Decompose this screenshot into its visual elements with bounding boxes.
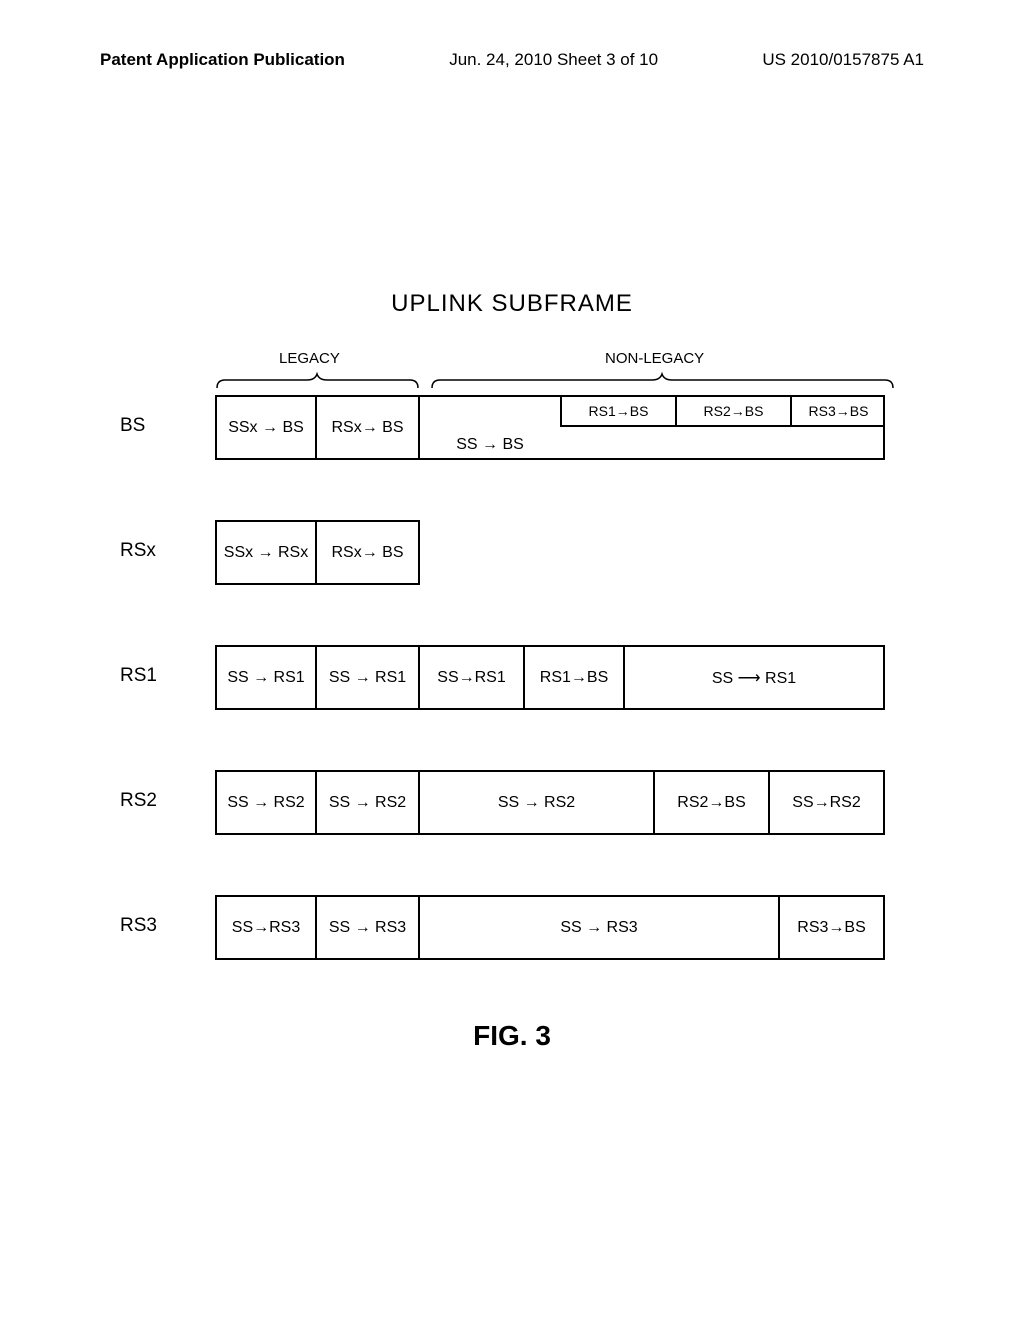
nonlegacy-label: NON-LEGACY (605, 350, 704, 367)
bs-top-row: RS1→BS RS2→BS RS3→BS (560, 397, 885, 427)
header-left: Patent Application Publication (100, 50, 345, 70)
brace-nonlegacy-icon (430, 372, 895, 390)
row-rsx-cells: SSx → RSx RSx→ BS (215, 520, 420, 585)
cell-rs1-4: RS1→BS (525, 645, 625, 710)
cell-bs-bottom: SS → BS (420, 427, 560, 462)
cell-rs3-3: SS → RS3 (420, 895, 780, 960)
cell-bs-nonlegacy: RS1→BS RS2→BS RS3→BS SS → BS (420, 395, 885, 460)
row-bs-cells: SSx → BS RSx→ BS RS1→BS RS2→BS RS3→BS SS… (215, 395, 885, 460)
cell-rs2-5: SS→RS2 (770, 770, 885, 835)
brace-legacy-icon (215, 372, 420, 390)
cell-rs2-2: SS → RS2 (317, 770, 420, 835)
cell-bs-2: RSx→ BS (317, 395, 420, 460)
cell-bs-1: SSx → BS (215, 395, 317, 460)
figure-label: FIG. 3 (0, 1020, 1024, 1052)
row-rs1: RS1 SS → RS1 SS → RS1 SS→RS1 RS1→BS SS ⟶… (120, 645, 900, 710)
cell-rsx-2: RSx→ BS (317, 520, 420, 585)
cell-rs2-3: SS → RS2 (420, 770, 655, 835)
diagram-title: UPLINK SUBFRAME (0, 290, 1024, 318)
cell-rsx-1: SSx → RSx (215, 520, 317, 585)
row-rs3-cells: SS→RS3 SS → RS3 SS → RS3 RS3→BS (215, 895, 885, 960)
row-rs3: RS3 SS→RS3 SS → RS3 SS → RS3 RS3→BS (120, 895, 900, 960)
cell-bs-top2: RS2→BS (675, 397, 790, 427)
cell-rs2-4: RS2→BS (655, 770, 770, 835)
row-bs: BS SSx → BS RSx→ BS RS1→BS RS2→BS RS3→BS… (120, 395, 900, 460)
cell-rs2-1: SS → RS2 (215, 770, 317, 835)
row-rs2-label: RS2 (120, 790, 180, 812)
cell-rs1-2: SS → RS1 (317, 645, 420, 710)
cell-rs1-3: SS→RS1 (420, 645, 525, 710)
legacy-label: LEGACY (279, 350, 340, 367)
row-rsx: RSx SSx → RSx RSx→ BS (120, 520, 900, 585)
row-bs-label: BS (120, 415, 180, 437)
frame-diagram: BS SSx → BS RSx→ BS RS1→BS RS2→BS RS3→BS… (120, 395, 900, 1020)
cell-bs-top1: RS1→BS (560, 397, 675, 427)
cell-bs-top3: RS3→BS (790, 397, 885, 427)
row-rs1-cells: SS → RS1 SS → RS1 SS→RS1 RS1→BS SS ⟶ RS1 (215, 645, 885, 710)
header-right: US 2010/0157875 A1 (762, 50, 924, 70)
cell-rs1-5: SS ⟶ RS1 (625, 645, 885, 710)
row-rs2: RS2 SS → RS2 SS → RS2 SS → RS2 RS2→BS SS… (120, 770, 900, 835)
cell-rs1-1: SS → RS1 (215, 645, 317, 710)
cell-rs3-2: SS → RS3 (317, 895, 420, 960)
row-rs1-label: RS1 (120, 665, 180, 687)
row-rs3-label: RS3 (120, 915, 180, 937)
row-rsx-label: RSx (120, 540, 180, 562)
header-center: Jun. 24, 2010 Sheet 3 of 10 (449, 50, 658, 70)
page-header: Patent Application Publication Jun. 24, … (0, 50, 1024, 70)
cell-rs3-4: RS3→BS (780, 895, 885, 960)
row-rs2-cells: SS → RS2 SS → RS2 SS → RS2 RS2→BS SS→RS2 (215, 770, 885, 835)
cell-rs3-1: SS→RS3 (215, 895, 317, 960)
